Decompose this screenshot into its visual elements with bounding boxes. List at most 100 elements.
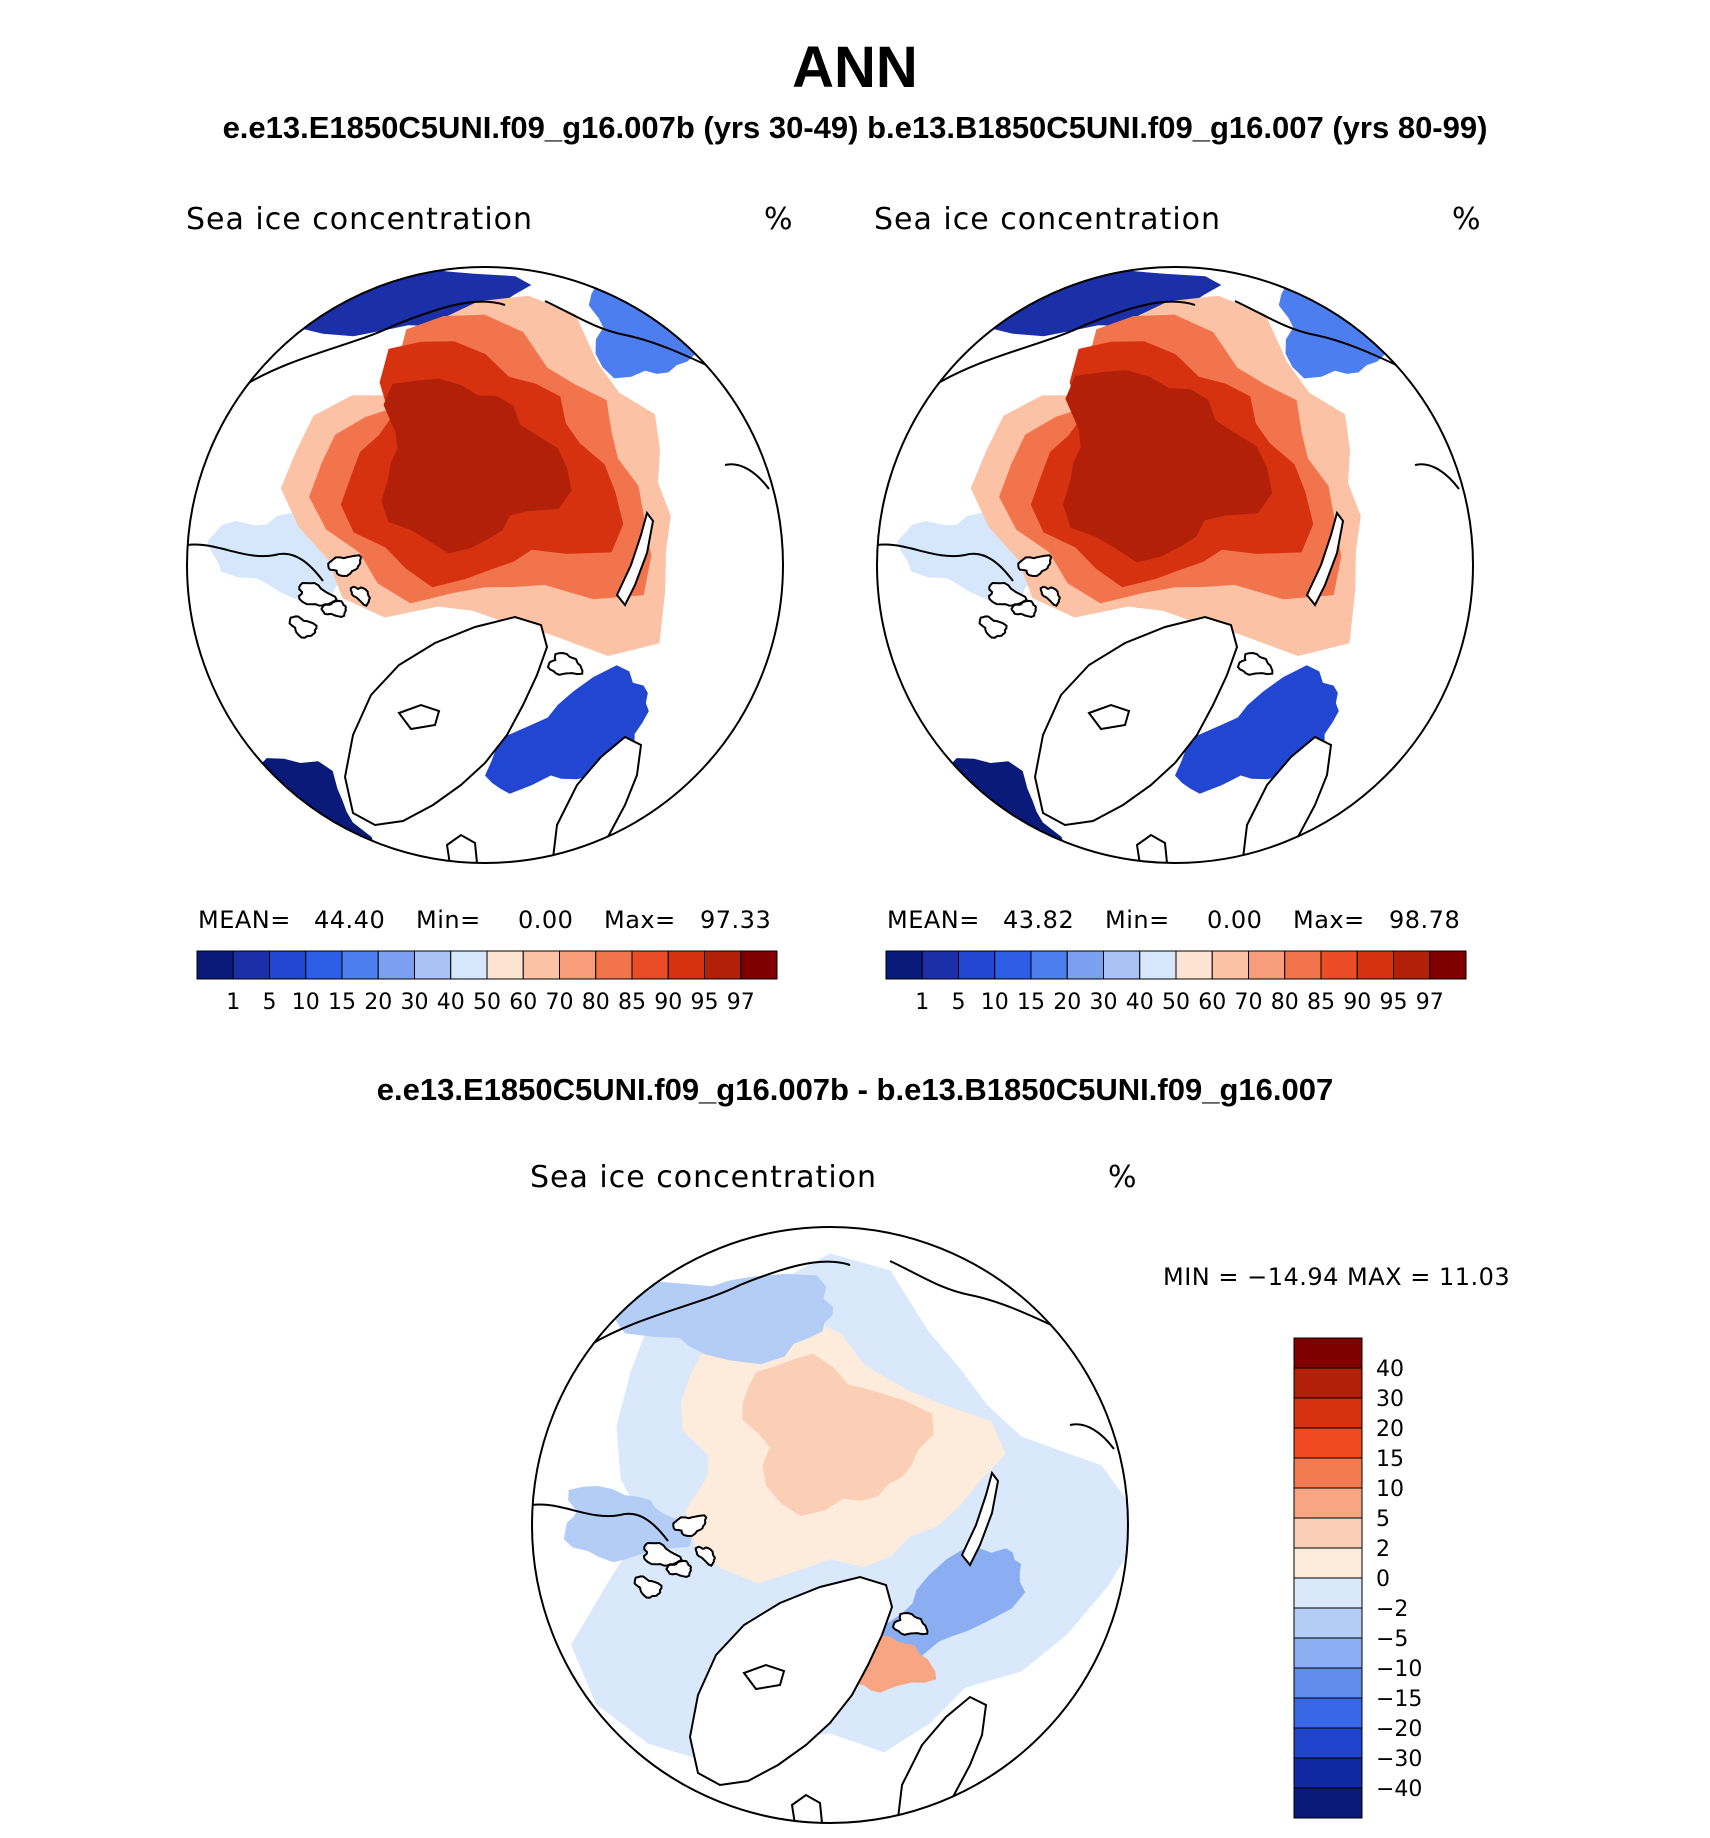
arctic-island	[327, 554, 363, 578]
panel2-variable-label: Sea ice concentration	[874, 202, 1222, 237]
panel1-max-value: 97.33	[700, 906, 772, 934]
bering-island-coastline	[1414, 463, 1460, 490]
novaya-zemlya-island	[960, 1470, 1000, 1567]
difference-colorbar-swatch	[1293, 1457, 1363, 1489]
difference-colorbar-swatch	[1293, 1637, 1363, 1669]
panel2-mean-value: 43.82	[1003, 906, 1075, 934]
panel2-colorbar-tick-label: 95	[1380, 990, 1408, 1015]
panel1-colorbar-swatch	[196, 950, 234, 980]
panel1-min-value: 0.00	[518, 906, 574, 934]
panel1-colorbar-swatch	[740, 950, 778, 980]
panel1-colorbar-tick-label: 70	[546, 990, 574, 1015]
canada-coastline	[532, 1503, 669, 1542]
panel2-max-label: Max=	[1293, 906, 1365, 934]
difference-colorbar-tick-label: 5	[1376, 1507, 1390, 1532]
panel2-colorbar-swatch	[1139, 950, 1177, 980]
figure-title: ANN	[792, 35, 918, 100]
panel1-colorbar-swatch	[414, 950, 452, 980]
panel1-colorbar-swatch	[232, 950, 270, 980]
panel1-colorbar-swatch	[450, 950, 488, 980]
difference-colorbar-swatch	[1293, 1667, 1363, 1699]
difference-polar-map	[531, 1226, 1129, 1824]
bering-island-coastline	[724, 463, 770, 490]
panel1-colorbar-swatch	[486, 950, 524, 980]
difference-colorbar-tick-label: 2	[1376, 1537, 1390, 1562]
panel2-colorbar-tick-label: 97	[1416, 990, 1444, 1015]
panel1-colorbar-tick-label: 1	[226, 990, 240, 1015]
panel2-min-label: Min=	[1105, 906, 1170, 934]
svalbard-island	[891, 1611, 929, 1636]
greenland-landmass	[343, 615, 549, 827]
panel1-colorbar-tick-label: 40	[437, 990, 465, 1015]
panel2-colorbar-tick-label: 70	[1235, 990, 1263, 1015]
panel2-colorbar-tick-label: 30	[1090, 990, 1118, 1015]
panel2-colorbar-tick-label: 90	[1343, 990, 1371, 1015]
panel1-colorbar: 1 5 10 15 20 30 40 50 60 70 80 85 90 95 97	[196, 950, 778, 1015]
panel1-colorbar-tick-label: 80	[582, 990, 610, 1015]
map-boundary-circle	[876, 266, 1474, 864]
alaska-coastline	[544, 300, 716, 370]
panel1-colorbar-swatch	[595, 950, 633, 980]
canada-coastline	[877, 543, 1014, 582]
panel2-colorbar-tick-label: 1	[915, 990, 929, 1015]
british-isles-landmass	[445, 833, 479, 863]
arctic-ice-97	[381, 378, 572, 554]
greenland-landmass	[688, 1575, 894, 1787]
arctic-island	[633, 1575, 663, 1599]
panel2-colorbar-swatch	[1429, 950, 1467, 980]
panel2-colorbar-swatch	[1175, 950, 1213, 980]
difference-units-label: %	[1108, 1160, 1138, 1195]
panel1-mean-value: 44.40	[314, 906, 386, 934]
alaska-coastline	[889, 1260, 1061, 1330]
panel1-mean-label: MEAN=	[198, 906, 291, 934]
siberia-coastline	[244, 300, 506, 386]
novaya-zemlya-island	[1305, 510, 1345, 607]
panel1-colorbar-swatch	[269, 950, 307, 980]
panel2-max-value: 98.78	[1389, 906, 1461, 934]
difference-positive-2	[742, 1353, 934, 1517]
difference-colorbar-swatch	[1293, 1547, 1363, 1579]
panel2-colorbar-swatch	[1393, 950, 1431, 980]
panel1-colorbar-swatch	[341, 950, 379, 980]
greenland-landmass	[1033, 615, 1239, 827]
difference-barents-negative	[867, 1546, 1026, 1669]
panel1-colorbar-tick-label: 15	[328, 990, 356, 1015]
arctic-island	[987, 581, 1028, 607]
difference-colorbar-tick-label: 15	[1376, 1447, 1404, 1472]
panel2-polar-map	[876, 266, 1474, 864]
panel1-colorbar-tick-label: 95	[691, 990, 719, 1015]
panel1-colorbar-tick-label: 97	[727, 990, 755, 1015]
british-isles-landmass	[1135, 833, 1169, 863]
difference-colorbar-swatch	[1293, 1727, 1363, 1759]
panel2-colorbar: 1 5 10 15 20 30 40 50 60 70 80 85 90 95 97	[885, 950, 1467, 1015]
difference-variable-label: Sea ice concentration	[530, 1160, 878, 1195]
panel2-colorbar-tick-label: 50	[1162, 990, 1190, 1015]
panel2-mean-label: MEAN=	[887, 906, 980, 934]
scandinavia-landmass	[1239, 735, 1333, 863]
difference-colorbar-tick-label: 40	[1376, 1357, 1404, 1382]
difference-colorbar-swatch	[1293, 1337, 1363, 1369]
arctic-island	[642, 1541, 683, 1567]
difference-colorbar-swatch	[1293, 1517, 1363, 1549]
panel2-min-value: 0.00	[1207, 906, 1263, 934]
panel2-colorbar-swatch	[885, 950, 923, 980]
panel1-variable-label: Sea ice concentration	[186, 202, 534, 237]
arctic-island	[1010, 599, 1037, 618]
panel1-colorbar-swatch	[522, 950, 560, 980]
panel2-colorbar-swatch	[1066, 950, 1104, 980]
panel2-colorbar-swatch	[1356, 950, 1394, 980]
arctic-island	[978, 615, 1008, 639]
panel2-colorbar-swatch	[1211, 950, 1249, 980]
panel1-colorbar-tick-label: 10	[292, 990, 320, 1015]
difference-colorbar-swatch	[1293, 1577, 1363, 1609]
panel1-colorbar-tick-label: 30	[401, 990, 429, 1015]
panel1-colorbar-tick-label: 60	[509, 990, 537, 1015]
map-boundary-circle	[186, 266, 784, 864]
arctic-island	[320, 599, 347, 618]
canada-coastline	[187, 543, 324, 582]
iceland-landmass	[1087, 703, 1131, 731]
panel1-units-label: %	[764, 202, 794, 237]
scandinavia-landmass	[894, 1695, 988, 1823]
panel2-colorbar-tick-label: 80	[1271, 990, 1299, 1015]
iceland-landmass	[397, 703, 441, 731]
